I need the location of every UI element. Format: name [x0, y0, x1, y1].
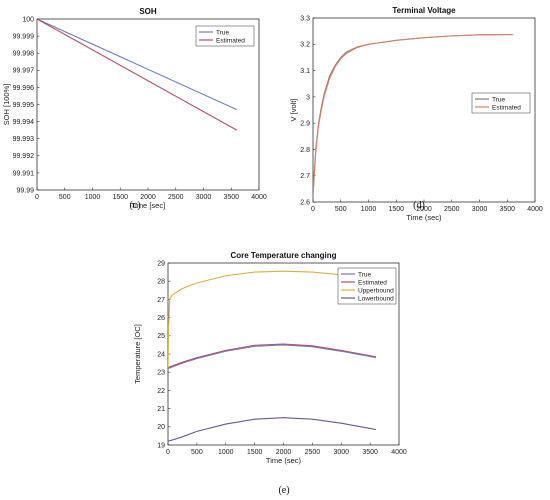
- series-line-estimated: [37, 19, 238, 131]
- y-tick-label: 100: [22, 16, 34, 23]
- legend-label: True: [492, 96, 506, 103]
- legend-label: Estimated: [216, 37, 245, 44]
- x-tick-label: 3000: [472, 206, 488, 213]
- legend-box: [471, 92, 531, 114]
- legend-label: Upperbound: [358, 287, 394, 294]
- y-tick-label: 22: [157, 388, 165, 395]
- chart-title: SOH: [139, 7, 157, 16]
- legend-label: Estimated: [492, 104, 521, 111]
- series-line-lowerbound: [168, 417, 376, 442]
- x-axis-label: Time [sec]: [131, 201, 165, 210]
- plot-area: [36, 18, 260, 191]
- x-tick-label: 2500: [305, 449, 321, 456]
- x-tick-label: 3500: [362, 449, 378, 456]
- series-line-upperbound: [168, 270, 365, 369]
- chart-title: Terminal Voltage: [392, 6, 456, 15]
- y-tick-label: 20: [157, 424, 165, 431]
- x-tick-label: 500: [191, 449, 203, 456]
- x-axis-label: Time (sec): [266, 456, 302, 465]
- legend-label: Lowerbound: [358, 295, 394, 302]
- y-axis-label: V [volt]: [289, 99, 298, 122]
- figure-caption: (c): [129, 200, 140, 211]
- x-tick-label: 1000: [361, 206, 377, 213]
- x-tick-label: 3000: [196, 194, 212, 201]
- x-tick-label: 2500: [444, 206, 460, 213]
- y-tick-label: 23: [157, 370, 165, 377]
- y-tick-label: 99.997: [13, 68, 35, 75]
- legend-box: [195, 25, 255, 47]
- y-tick-label: 25: [157, 333, 165, 340]
- x-tick-label: 0: [166, 449, 170, 456]
- x-tick-label: 0: [311, 206, 315, 213]
- x-tick-label: 3500: [499, 206, 515, 213]
- y-tick-label: 99.995: [13, 102, 35, 109]
- x-tick-label: 1500: [247, 449, 263, 456]
- chart-title: Core Temperature changing: [230, 251, 336, 260]
- series-line-true: [168, 344, 376, 370]
- legend-label: True: [216, 29, 230, 36]
- y-tick-label: 2.9: [300, 121, 310, 128]
- x-tick-label: 3000: [333, 449, 349, 456]
- y-tick-label: 99.99: [16, 187, 34, 194]
- x-tick-label: 3500: [223, 194, 239, 201]
- legend-label: Estimated: [358, 279, 387, 286]
- figure-caption: (e): [278, 485, 289, 496]
- y-tick-label: 3.1: [300, 68, 310, 75]
- y-tick-label: 99.996: [13, 85, 35, 92]
- y-tick-label: 19: [157, 442, 165, 449]
- y-tick-label: 99.998: [13, 51, 35, 58]
- y-tick-label: 26: [157, 315, 165, 322]
- legend-label: True: [358, 271, 372, 278]
- y-axis-label: SOH [100%]: [2, 84, 11, 126]
- x-tick-label: 4000: [251, 194, 267, 201]
- x-tick-label: 500: [59, 194, 71, 201]
- x-tick-label: 1500: [112, 194, 128, 201]
- y-tick-label: 2.6: [300, 199, 310, 206]
- y-tick-label: 24: [157, 351, 165, 358]
- chart-soh: 0 500 1000 1500 2000 2500 3000 3500 4000 99.99 99.…: [2, 7, 267, 211]
- y-tick-label: 29: [157, 260, 165, 267]
- x-tick-label: 4000: [527, 206, 543, 213]
- y-tick-label: 99.999: [13, 34, 35, 41]
- y-tick-label: 3.2: [300, 42, 310, 49]
- chart-temperature: 0 500 1000 1500 2000 2500 3000 3500 4000 19 20 21 22…: [133, 251, 407, 496]
- x-tick-label: 2000: [276, 449, 292, 456]
- y-tick-label: 99.991: [13, 170, 35, 177]
- y-tick-label: 2.7: [300, 173, 310, 180]
- y-tick-label: 27: [157, 297, 165, 304]
- y-tick-label: 21: [157, 406, 165, 413]
- y-tick-label: 99.992: [13, 153, 35, 160]
- x-axis-label: Time (sec): [406, 213, 442, 222]
- series-line-estimated: [313, 34, 513, 197]
- x-tick-label: 2000: [140, 194, 156, 201]
- series-line-true: [37, 19, 238, 111]
- y-tick-label: 3.3: [300, 15, 310, 22]
- series-line-estimated: [168, 343, 376, 369]
- x-tick-label: 4000: [391, 449, 407, 456]
- x-tick-label: 1000: [218, 449, 234, 456]
- x-tick-label: 1000: [85, 194, 101, 201]
- y-tick-label: 2.8: [300, 147, 310, 154]
- x-tick-label: 2000: [416, 206, 432, 213]
- y-tick-label: 99.993: [13, 136, 35, 143]
- figure-caption: (d): [413, 200, 425, 211]
- y-tick-label: 3: [306, 94, 310, 101]
- x-tick-label: 1500: [388, 206, 404, 213]
- chart-voltage: 0 500 1000 1500 2000 2500 3000 3500 4000 2.6 2.7 2.…: [289, 6, 543, 222]
- y-tick-label: 28: [157, 279, 165, 286]
- x-tick-label: 0: [35, 194, 39, 201]
- y-axis-label: Temperature [OC]: [133, 324, 142, 384]
- y-tick-label: 99.994: [13, 119, 35, 126]
- x-tick-label: 500: [335, 206, 347, 213]
- x-tick-label: 2500: [168, 194, 184, 201]
